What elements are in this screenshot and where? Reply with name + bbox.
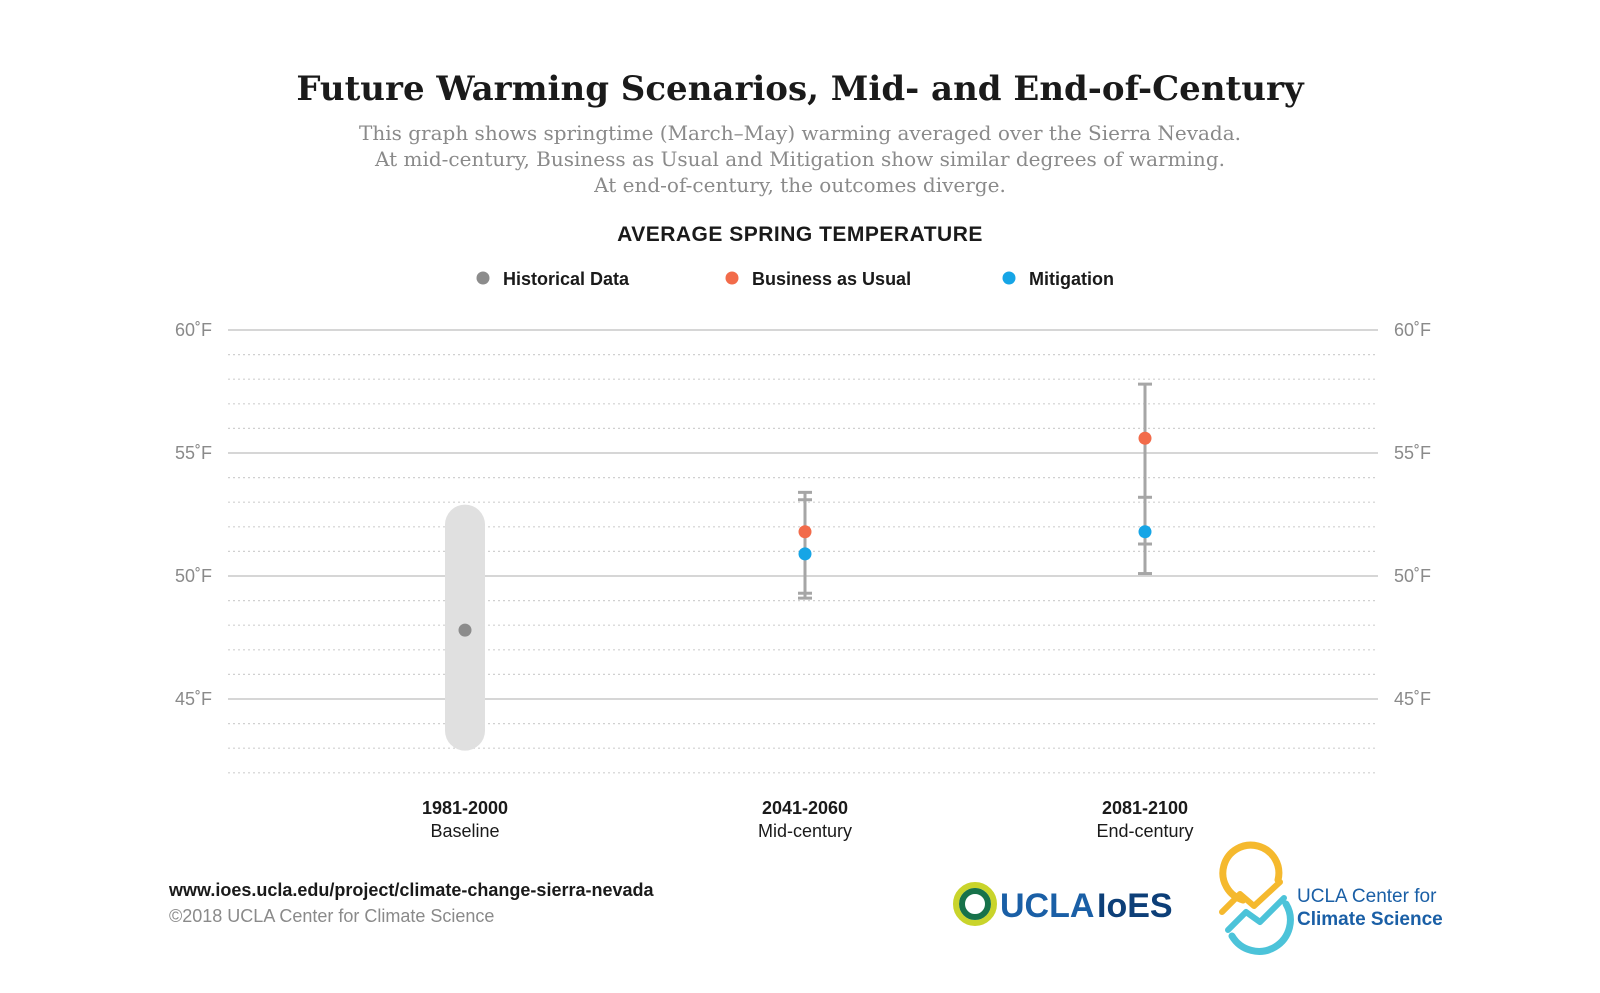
data-point [798,547,812,561]
chart-title: AVERAGE SPRING TEMPERATURE [617,223,983,246]
data-point [798,525,812,539]
subtitle-line-1: This graph shows springtime (March–May) … [359,121,1241,145]
y-tick-label-left: 50˚F [175,566,212,586]
data-point [1138,525,1152,539]
ccs-logo-line-2: Climate Science [1297,909,1443,930]
x-axis-categories: 1981-2000 Baseline 2041-2060 Mid-century 208… [422,798,1194,841]
legend-label: Historical Data [503,269,630,289]
y-tick-label-right: 55˚F [1394,443,1431,463]
x-category-period: 2081-2100 [1102,798,1188,818]
ccs-logo-line-1: UCLA Center for [1297,886,1437,907]
climate-science-logo-icon [1219,841,1294,955]
ioes-inner-ring-icon [959,888,991,920]
x-category-label: End-century [1096,821,1193,841]
x-category-label: Baseline [430,821,499,841]
ioes-ring-icon [953,882,997,926]
y-tick-label-left: 55˚F [175,443,212,463]
logo-ucla-text: UCLA [1000,887,1094,925]
page-title: Future Warming Scenarios, Mid- and End-o… [296,69,1305,109]
ucla-ccs-logo: UCLA Center for Climate Science [1219,841,1443,955]
y-tick-label-left: 45˚F [175,689,212,709]
y-tick-label-left: 60˚F [175,320,212,340]
y-tick-label-right: 60˚F [1394,320,1431,340]
x-category-period: 1981-2000 [422,798,508,818]
x-category-period: 2041-2060 [762,798,848,818]
subtitle-line-2: At mid-century, Business as Usual and Mi… [374,147,1225,171]
logo-ioes-text: IoES [1097,887,1173,925]
footer-copyright: ©2018 UCLA Center for Climate Science [169,906,494,926]
data-marks [445,382,1152,751]
legend: Historical Data Business as Usual Mitigati… [476,269,1114,289]
ucla-ioes-logo: UCLA IoES [953,882,1173,926]
data-point [458,623,472,637]
legend-label: Business as Usual [752,269,911,289]
y-tick-label-right: 50˚F [1394,566,1431,586]
x-category-label: Mid-century [758,821,852,841]
data-point [1138,431,1152,445]
y-axis-ticks: 60˚F 60˚F 55˚F 55˚F 50˚F 50˚F 45˚F 45˚F [175,320,1431,709]
legend-marker [1002,271,1016,285]
grid [228,329,1378,774]
subtitle-line-3: At end-of-century, the outcomes diverge. [593,173,1006,197]
legend-label: Mitigation [1029,269,1114,289]
footer-url[interactable]: www.ioes.ucla.edu/project/climate-change… [168,880,654,900]
y-tick-label-right: 45˚F [1394,689,1431,709]
legend-marker [725,271,739,285]
legend-marker [476,271,490,285]
